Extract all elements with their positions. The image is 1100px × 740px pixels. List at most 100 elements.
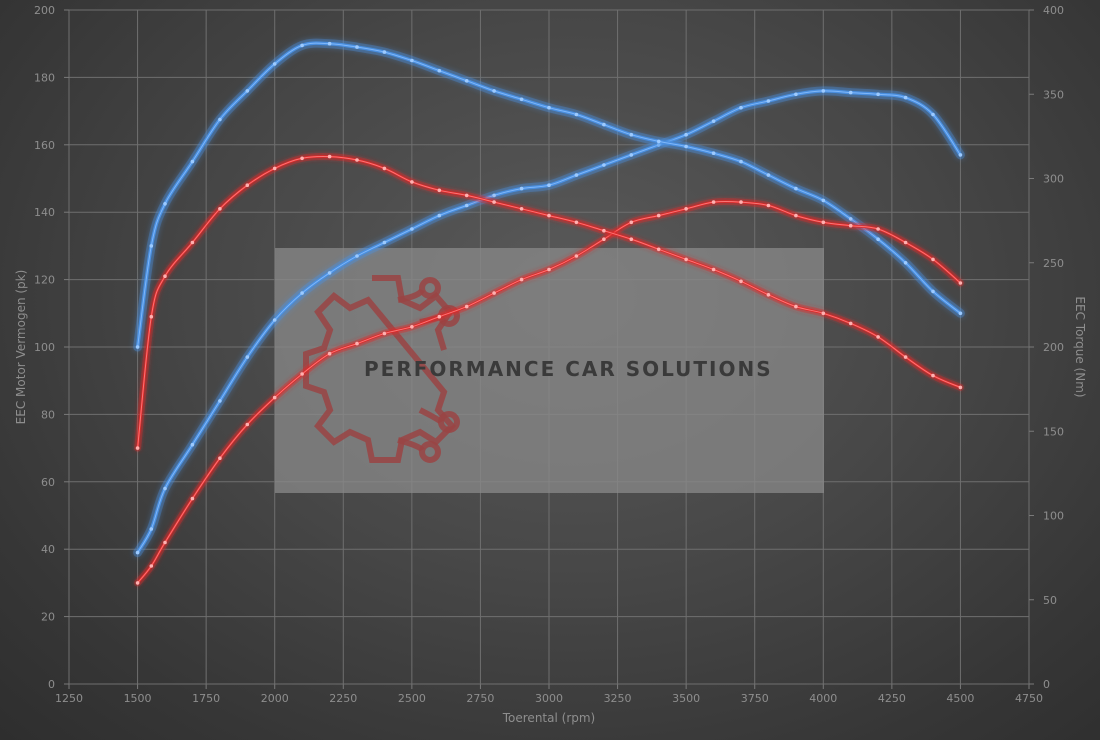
x-tick-label: 3000 [535, 692, 563, 705]
y-left-tick-label: 40 [41, 543, 55, 556]
data-point [711, 200, 716, 204]
data-point [574, 173, 579, 177]
data-point [629, 220, 634, 225]
data-point [245, 422, 250, 427]
data-point [766, 99, 771, 103]
data-point [876, 335, 880, 339]
y-right-tick-label: 150 [1043, 425, 1064, 438]
data-point [163, 274, 167, 279]
data-point [163, 202, 167, 206]
data-point [794, 186, 798, 191]
data-point [711, 119, 716, 123]
data-point [464, 203, 469, 208]
x-tick-label: 4250 [878, 692, 906, 705]
x-tick-label: 1250 [55, 692, 83, 705]
y-left-tick-label: 180 [34, 71, 55, 84]
data-point [656, 247, 661, 252]
data-point [464, 304, 469, 309]
y-left-tick-label: 160 [34, 139, 55, 152]
y-right-tick-label: 100 [1043, 510, 1064, 523]
data-point [574, 112, 579, 117]
data-point [547, 267, 551, 272]
data-point [684, 132, 688, 137]
y-left-tick-label: 120 [34, 274, 55, 287]
data-point [464, 193, 469, 198]
x-tick-label: 1750 [192, 692, 220, 705]
data-point [218, 117, 222, 122]
y-left-tick-label: 0 [48, 678, 55, 691]
data-point [300, 291, 304, 295]
y-right-tick-label: 400 [1043, 4, 1064, 17]
data-point [876, 237, 880, 241]
y-left-tick-label: 80 [41, 408, 55, 421]
x-tick-label: 3250 [604, 692, 632, 705]
y-left-tick-label: 20 [41, 611, 55, 624]
data-point [739, 200, 743, 204]
data-point [794, 92, 798, 97]
y-left-tick-label: 140 [34, 206, 55, 219]
data-point [410, 227, 414, 231]
data-point [602, 163, 606, 167]
data-point [163, 486, 167, 491]
data-point [355, 254, 359, 258]
data-point [327, 351, 332, 356]
data-point [656, 213, 661, 218]
data-point [135, 581, 140, 585]
data-point [437, 188, 442, 193]
data-point [272, 318, 277, 322]
data-point [300, 156, 304, 161]
data-point [684, 144, 688, 149]
data-point [492, 200, 496, 204]
data-point [958, 311, 963, 316]
data-point [135, 550, 140, 555]
blue-power-series [133, 86, 965, 558]
data-point [437, 213, 442, 218]
data-point [492, 291, 496, 295]
y-left-tick-label: 60 [41, 476, 55, 489]
data-point [848, 321, 853, 326]
data-point [327, 41, 332, 46]
data-point [931, 373, 935, 378]
data-point [629, 132, 634, 137]
data-point [190, 442, 195, 447]
data-point [711, 151, 716, 155]
data-point [794, 213, 798, 218]
data-point [382, 331, 387, 336]
data-point [410, 180, 414, 184]
y-right-tick-label: 50 [1043, 594, 1057, 607]
data-point [382, 166, 387, 171]
x-tick-label: 2750 [466, 692, 494, 705]
data-point [355, 45, 359, 49]
data-point [766, 173, 771, 177]
x-tick-label: 4500 [946, 692, 974, 705]
blue-torque-series [133, 38, 965, 352]
data-point [464, 79, 469, 83]
data-point [821, 89, 826, 93]
data-point [629, 153, 634, 157]
data-point [739, 159, 743, 164]
data-point [135, 345, 140, 349]
data-point [547, 213, 551, 218]
data-point [300, 372, 304, 376]
data-point [327, 271, 332, 275]
data-point [190, 496, 195, 501]
data-point [547, 183, 551, 187]
data-point [149, 564, 154, 568]
data-point [958, 153, 963, 157]
data-point [135, 446, 140, 450]
tick-labels: 1250 1500 1750 2000 2250 2500 2750 3000 3250 3500… [34, 4, 1064, 705]
y-axis-right-title: EEC Torque (Nm) [1073, 296, 1087, 397]
series-core [137, 90, 961, 554]
data-point [876, 227, 880, 231]
data-point [602, 228, 606, 233]
data-point [602, 237, 606, 241]
data-point [245, 183, 250, 187]
data-point [931, 289, 935, 294]
data-point [602, 122, 606, 127]
data-point [149, 527, 154, 531]
data-point [794, 304, 798, 309]
data-point [656, 139, 661, 144]
data-point [410, 325, 414, 329]
